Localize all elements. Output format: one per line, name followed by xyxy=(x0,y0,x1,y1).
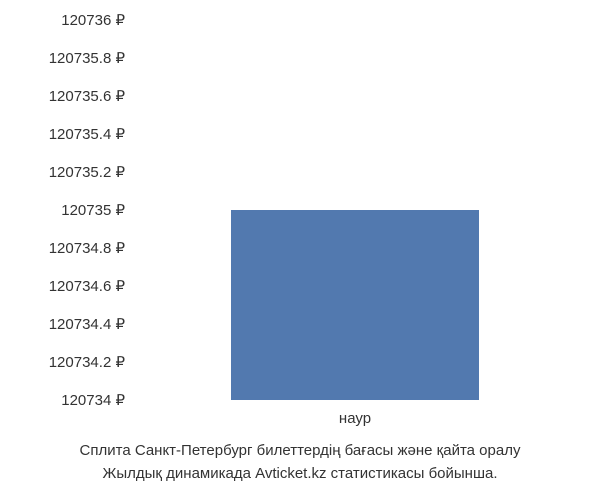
chart-caption: Сплита Санкт-Петербург билеттердің бағас… xyxy=(0,440,600,485)
caption-line-2: Жылдық динамикада Avticket.kz статистика… xyxy=(0,463,600,486)
y-axis-tick-label: 120735.2 ₽ xyxy=(49,163,125,181)
bar xyxy=(231,210,479,400)
y-axis-tick-label: 120735.4 ₽ xyxy=(49,125,125,143)
y-axis-tick-label: 120735 ₽ xyxy=(61,201,125,219)
y-axis: 120736 ₽120735.8 ₽120735.6 ₽120735.4 ₽12… xyxy=(0,20,125,400)
y-axis-tick-label: 120734 ₽ xyxy=(61,391,125,409)
chart-container: 120736 ₽ 120735.8 ₽ 120735.6 ₽ 120735.4 ₽ 12… xyxy=(0,0,600,500)
y-axis-tick-label: 120735.6 ₽ xyxy=(49,87,125,105)
y-axis-tick-label: 120734.8 ₽ xyxy=(49,239,125,257)
y-axis-tick-label: 120735.8 ₽ xyxy=(49,49,125,67)
y-axis-tick-label: 120734.2 ₽ xyxy=(49,353,125,371)
plot-area: наур xyxy=(130,20,580,400)
caption-line-1: Сплита Санкт-Петербург билеттердің бағас… xyxy=(0,440,600,463)
x-axis-tick-label: наур xyxy=(339,410,371,427)
y-axis-tick-label: 120734.6 ₽ xyxy=(49,277,125,295)
y-axis-tick-label: 120736 ₽ xyxy=(61,11,125,29)
y-axis-tick-label: 120734.4 ₽ xyxy=(49,315,125,333)
